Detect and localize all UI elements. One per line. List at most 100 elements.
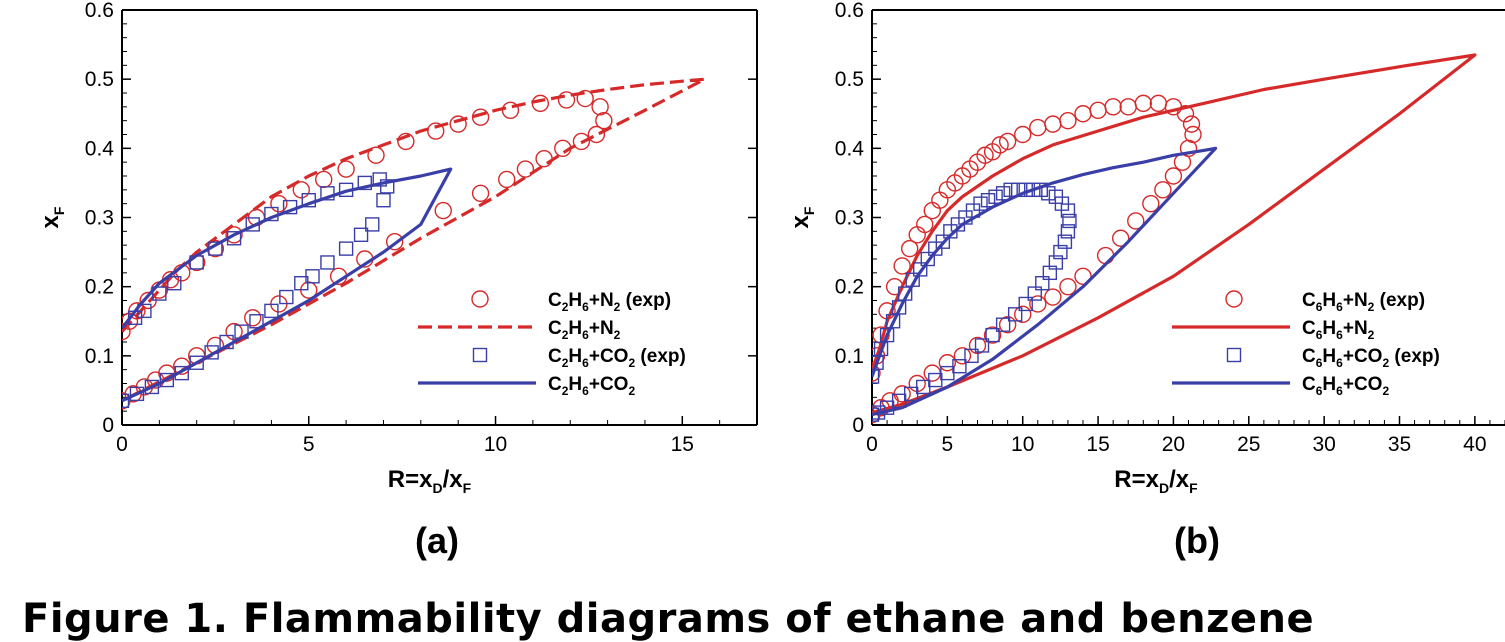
series-line: [872, 146, 1218, 417]
data-point-circle: [1059, 277, 1077, 296]
data-point-circle: [1104, 98, 1122, 116]
data-point-square: [372, 172, 387, 187]
data-point-circle: [427, 122, 445, 140]
legend-label: C2H6+CO2: [548, 374, 635, 398]
data-point-square: [973, 196, 988, 211]
y-tick-label: 0.2: [85, 276, 114, 299]
data-point-circle: [315, 170, 333, 189]
data-point-square: [1007, 307, 1023, 322]
data-point-square: [872, 369, 880, 384]
data-point-square: [879, 327, 895, 343]
series-line: [872, 53, 1477, 415]
series-c2h6-co2-exp-: [122, 172, 395, 408]
data-point-circle: [449, 115, 467, 133]
data-point-square: [167, 276, 182, 291]
x-tick-label: 15: [671, 433, 694, 456]
legend-symbol: [1225, 290, 1243, 308]
data-point-square: [885, 314, 901, 329]
data-point-circle: [367, 146, 385, 164]
data-point-square: [189, 355, 204, 370]
data-point-square: [264, 303, 279, 319]
data-point-square: [320, 186, 335, 201]
flammability-figure: 00.10.20.30.40.50.60 5 10 15R=xD/xFxFC2H6+N…: [37, 0, 1505, 561]
data-point-circle: [872, 364, 881, 382]
data-point-square: [1041, 186, 1056, 201]
x-tick-label: 0: [866, 433, 878, 456]
panel-b-chart: 0 0.1 0.2 0.3 0.4 0.5 0.6 0 5 10 15 20 25 30 35 40 R=xD/…: [787, 0, 1505, 561]
data-point-square: [974, 338, 990, 353]
legend-label: C2H6+N2 (exp): [548, 290, 671, 314]
legend-label: C2H6+N2: [548, 318, 621, 342]
data-point-circle: [591, 98, 609, 116]
data-point-circle: [1074, 105, 1092, 123]
data-point-circle: [1059, 111, 1077, 130]
data-point-circle: [225, 226, 243, 244]
data-point-square: [995, 186, 1011, 201]
x-axis-title: R=xD/xF: [388, 466, 472, 496]
data-point-square: [988, 189, 1003, 204]
y-axis-title: xF: [37, 206, 67, 228]
figure-caption: Figure 1. Flammability diagrams of ethan…: [22, 596, 1315, 642]
data-point-circle: [1173, 153, 1192, 171]
data-point-circle: [337, 160, 355, 178]
x-tick-label: 0: [116, 433, 128, 456]
data-point-square: [365, 217, 380, 232]
data-point-square: [872, 355, 884, 370]
data-point-square: [159, 372, 175, 388]
data-point-square: [1027, 286, 1042, 301]
data-point-square: [1035, 276, 1050, 291]
data-point-circle: [983, 326, 1002, 344]
data-point-square: [891, 300, 907, 315]
data-point-circle: [976, 146, 994, 164]
data-point-square: [985, 327, 1000, 343]
data-point-square: [980, 193, 996, 208]
data-point-circle: [931, 191, 949, 209]
y-tick-label: 0: [852, 414, 864, 437]
x-tick-label: 35: [1388, 433, 1411, 456]
data-point-circle: [1029, 295, 1047, 313]
x-tick-label: 10: [1011, 433, 1034, 456]
data-point-circle: [900, 239, 919, 258]
data-point-circle: [572, 132, 591, 151]
series-c6h6-co2: [872, 146, 1218, 417]
data-point-circle: [385, 233, 404, 251]
data-point-circle: [1176, 105, 1195, 123]
y-tick-label: 0.5: [835, 68, 864, 91]
x-tick-label: 40: [1463, 433, 1486, 456]
data-point-square: [376, 193, 391, 208]
data-point-square: [1042, 265, 1058, 281]
y-tick-label: 0.3: [835, 207, 864, 230]
legend-label: C6H6+CO2 (exp): [1302, 346, 1440, 370]
data-point-square: [122, 393, 130, 408]
y-tick-label: 0.5: [85, 68, 114, 91]
series-line: [122, 167, 453, 403]
data-point-circle: [1074, 267, 1092, 285]
data-point-circle: [998, 132, 1017, 151]
x-tick-label: 5: [942, 433, 954, 456]
data-point-circle: [535, 150, 553, 168]
data-point-square: [920, 251, 935, 267]
panel-a-chart: 0 0.1 0.2 0.3 0.4 0.5 0.6 0 5 10 15 R=xD/xF xF C2H6+N…: [37, 0, 758, 561]
data-point-circle: [397, 132, 415, 151]
data-point-circle: [122, 322, 131, 341]
y-tick-label: 0.6: [85, 0, 114, 22]
data-point-circle: [244, 309, 262, 327]
legend: C2H6+N2 (exp) C2H6+N2 C2H6+CO2 (exp) C2H6+C…: [418, 290, 686, 398]
data-point-square: [357, 175, 372, 191]
y-tick-label: 0.2: [835, 276, 864, 299]
data-point-circle: [1014, 305, 1032, 324]
x-tick-label: 10: [484, 433, 507, 456]
y-tick-label: 0.6: [835, 0, 864, 22]
plot-area: [122, 77, 707, 410]
legend-label: C6H6+N2: [1302, 318, 1375, 342]
data-point-square: [152, 286, 167, 301]
data-point-circle: [576, 89, 594, 108]
series-c6h6-n2-exp-: [872, 94, 1202, 424]
legend-symbol: [1226, 347, 1242, 363]
data-point-circle: [516, 160, 535, 178]
series-c6h6-co2-exp-: [872, 182, 1077, 422]
data-point-square: [995, 317, 1011, 332]
data-point-circle: [923, 201, 941, 220]
data-point-circle: [1044, 288, 1062, 306]
data-point-square: [338, 241, 354, 256]
